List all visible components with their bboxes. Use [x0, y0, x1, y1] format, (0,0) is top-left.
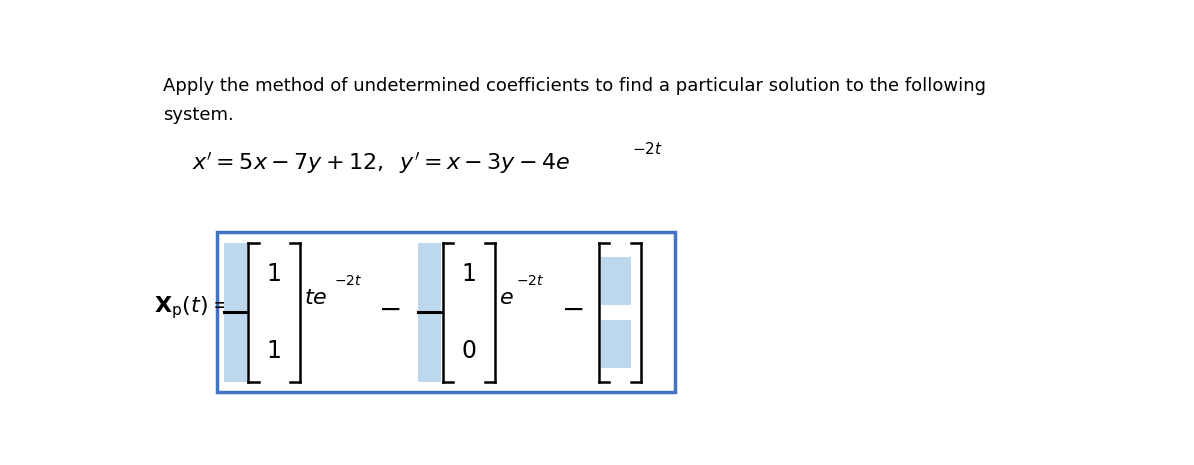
Bar — [601, 257, 630, 305]
Bar — [601, 320, 630, 368]
Text: $-$: $-$ — [377, 294, 400, 322]
Bar — [223, 243, 247, 381]
Text: $-2t$: $-2t$ — [516, 274, 544, 288]
Text: $-$: $-$ — [561, 294, 583, 322]
Text: $\mathbf{X}_\mathrm{p}(t) =$: $\mathbf{X}_\mathrm{p}(t) =$ — [154, 294, 230, 321]
Text: $-2t$: $-2t$ — [632, 141, 663, 157]
FancyBboxPatch shape — [217, 232, 675, 392]
Text: $te$: $te$ — [304, 288, 327, 308]
Text: 1: 1 — [461, 262, 476, 286]
Text: $x' = 5x - 7y + 12, \;\; y' = x - 3y - 4e$: $x' = 5x - 7y + 12, \;\; y' = x - 3y - 4… — [192, 151, 571, 176]
Text: 0: 0 — [461, 339, 476, 363]
Text: 1: 1 — [266, 339, 282, 363]
Text: 1: 1 — [266, 262, 282, 286]
Text: $-2t$: $-2t$ — [333, 274, 362, 288]
Text: system.: system. — [164, 106, 234, 124]
Text: $e$: $e$ — [499, 288, 513, 308]
Text: Apply the method of undetermined coefficients to find a particular solution to t: Apply the method of undetermined coeffic… — [164, 77, 986, 94]
Bar — [418, 243, 442, 381]
